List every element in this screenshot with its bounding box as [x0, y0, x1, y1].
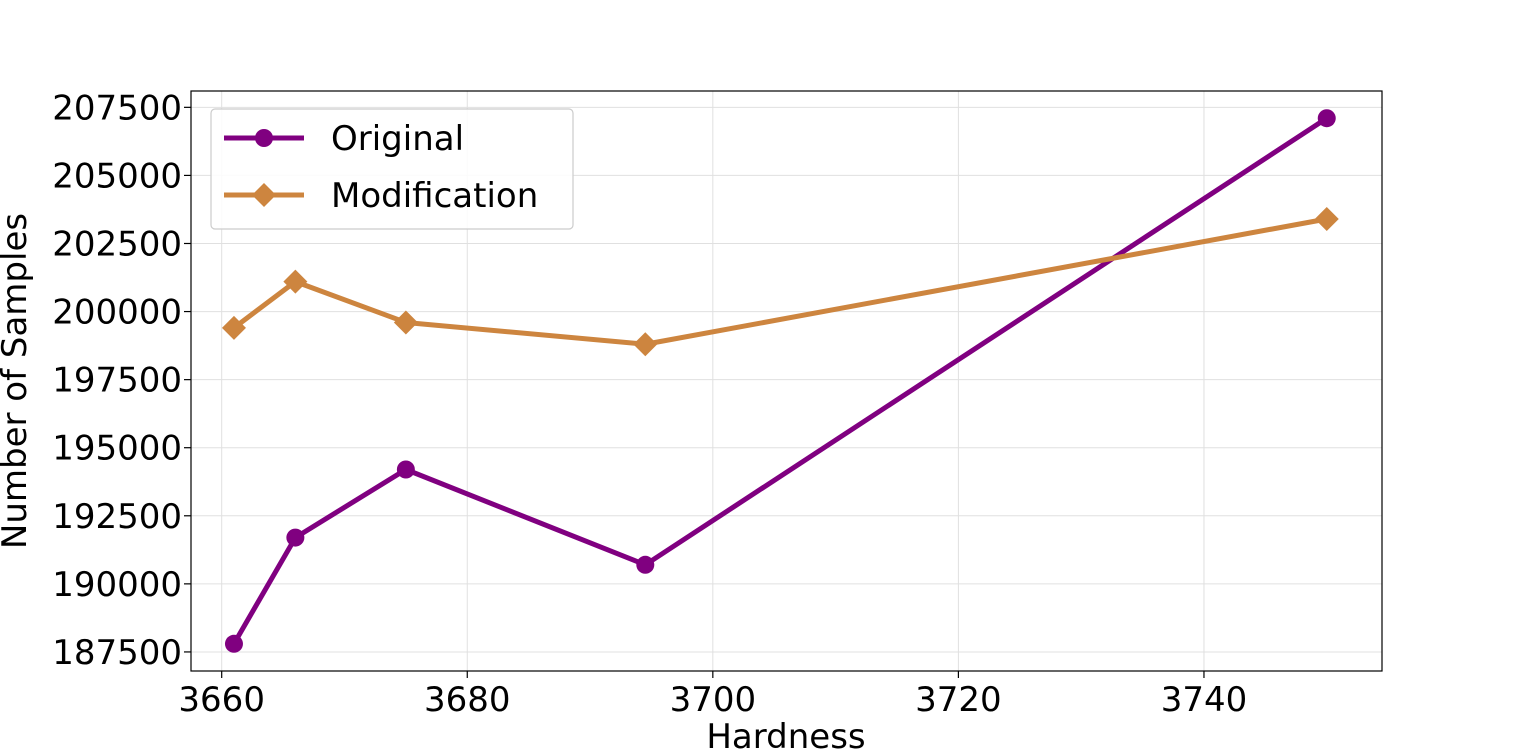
series-original	[224, 109, 1336, 653]
data-point	[1317, 109, 1336, 128]
x-tick-label: 3660	[178, 680, 265, 720]
data-point	[283, 269, 308, 294]
legend-label: Original	[331, 119, 464, 159]
legend-marker	[255, 129, 273, 147]
x-tick-label: 3680	[424, 680, 511, 720]
y-tick-label: 197500	[52, 361, 182, 401]
y-tick-label: 192500	[52, 497, 182, 537]
data-point	[396, 460, 415, 479]
legend-item: Original	[224, 119, 464, 159]
data-point	[286, 528, 305, 547]
y-axis: 187500 190000 192500 195000 197500 200000 2025…	[52, 88, 191, 673]
grid-lines	[191, 91, 1382, 671]
y-tick-label: 195000	[52, 429, 182, 469]
x-axis: 3660 3680 3700 3720 3740	[178, 671, 1247, 720]
data-point	[1314, 206, 1339, 231]
data-point	[224, 634, 243, 653]
y-tick-label: 205000	[52, 156, 182, 196]
plot-area-frame	[190, 90, 1383, 672]
series-modification	[221, 206, 1339, 357]
y-tick-label: 207500	[52, 88, 182, 128]
legend-label: Modification	[331, 176, 538, 216]
y-axis-label: Number of Samples	[0, 213, 35, 549]
x-tick-label: 3720	[915, 680, 1002, 720]
legend-marker	[252, 183, 276, 207]
data-point	[221, 315, 246, 340]
legend: Original Modification	[210, 108, 574, 230]
x-tick-label: 3700	[670, 680, 757, 720]
y-tick-label: 200000	[52, 293, 182, 333]
data-point	[636, 555, 655, 574]
x-tick-label: 3740	[1161, 680, 1248, 720]
y-tick-label: 202500	[52, 224, 182, 264]
x-axis-label: Hardness	[706, 717, 865, 754]
y-tick-label: 187500	[52, 633, 182, 673]
series-layer	[221, 109, 1339, 653]
legend-item: Modification	[224, 176, 538, 216]
data-point	[633, 332, 658, 357]
y-tick-label: 190000	[52, 565, 182, 605]
data-point	[393, 310, 418, 335]
